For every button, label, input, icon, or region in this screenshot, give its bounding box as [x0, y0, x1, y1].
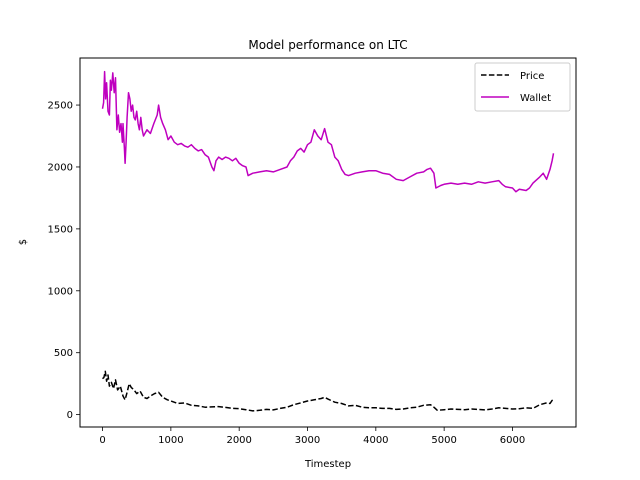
y-tick-label: 2000: [48, 162, 73, 173]
legend-wallet-label: Wallet: [520, 93, 551, 104]
x-axis: 0 1000 2000 3000 4000 5000 6000: [99, 427, 525, 446]
x-tick-label: 5000: [431, 435, 456, 446]
series-wallet-line: [101, 70, 555, 193]
y-axis-label: $: [18, 239, 29, 245]
y-tick-label: 1500: [48, 224, 73, 235]
plot-frame: [79, 57, 577, 428]
x-tick-label: 0: [99, 435, 105, 446]
y-tick-label: 2500: [48, 101, 73, 112]
x-tick-label: 2000: [226, 435, 251, 446]
legend-price-label: Price: [520, 71, 544, 82]
x-tick-label: 3000: [295, 435, 320, 446]
chart-title: Model performance on LTC: [248, 38, 407, 52]
y-axis: 0 500 1000 1500 2000 2500: [48, 101, 80, 421]
series-price-line: [102, 370, 554, 412]
y-tick-label: 1000: [48, 286, 73, 297]
series-layer: [101, 70, 555, 412]
x-tick-label: 6000: [500, 435, 525, 446]
legend: Price Wallet: [474, 62, 571, 112]
y-tick-label: 500: [54, 348, 73, 359]
x-tick-label: 4000: [363, 435, 388, 446]
x-tick-label: 1000: [158, 435, 183, 446]
x-axis-label: Timestep: [304, 459, 351, 470]
y-tick-label: 0: [67, 410, 73, 421]
